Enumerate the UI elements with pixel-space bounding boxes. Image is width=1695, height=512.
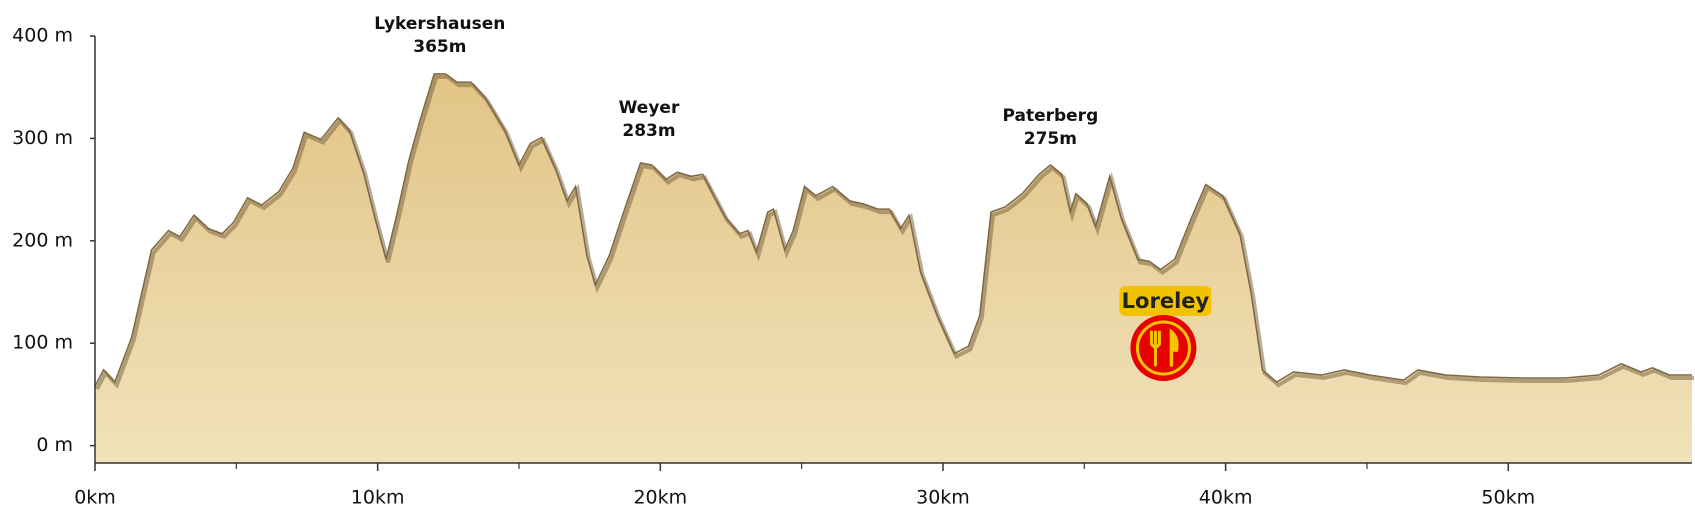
x-tick-label: 10km (351, 487, 405, 509)
x-tick-label: 40km (1199, 487, 1253, 509)
poi-knife (1169, 328, 1179, 367)
y-tick-label: 300 m (12, 127, 73, 149)
x-tick-label: 30km (916, 487, 970, 509)
x-tick-label: 50km (1481, 487, 1535, 509)
poi-icon (1130, 315, 1197, 381)
ridge-line (94, 73, 1692, 387)
poi-fork (1149, 330, 1161, 367)
peak-elevation: 283m (622, 121, 675, 141)
poi-icon-outer (1130, 315, 1197, 381)
poi-label-bg (1119, 286, 1212, 316)
peak-elevation: 365m (413, 37, 466, 57)
x-tick-label: 0km (74, 487, 116, 509)
peak-name: Weyer (619, 98, 680, 118)
elevation-area (95, 73, 1692, 464)
peak-elevation: 275m (1024, 129, 1077, 149)
x-tick-label: 20km (633, 487, 687, 509)
peak-name: Lykershausen (374, 14, 505, 34)
y-tick-label: 0 m (36, 434, 73, 456)
y-tick-label: 400 m (12, 25, 73, 47)
y-tick-label: 100 m (12, 332, 73, 354)
ridge-shadow (95, 74, 1694, 391)
ridge (95, 74, 1694, 391)
peak-name: Paterberg (1002, 106, 1098, 126)
poi-icon-ring (1135, 320, 1191, 376)
y-tick-label: 200 m (12, 229, 73, 251)
poi-label: Loreley (1122, 289, 1210, 313)
